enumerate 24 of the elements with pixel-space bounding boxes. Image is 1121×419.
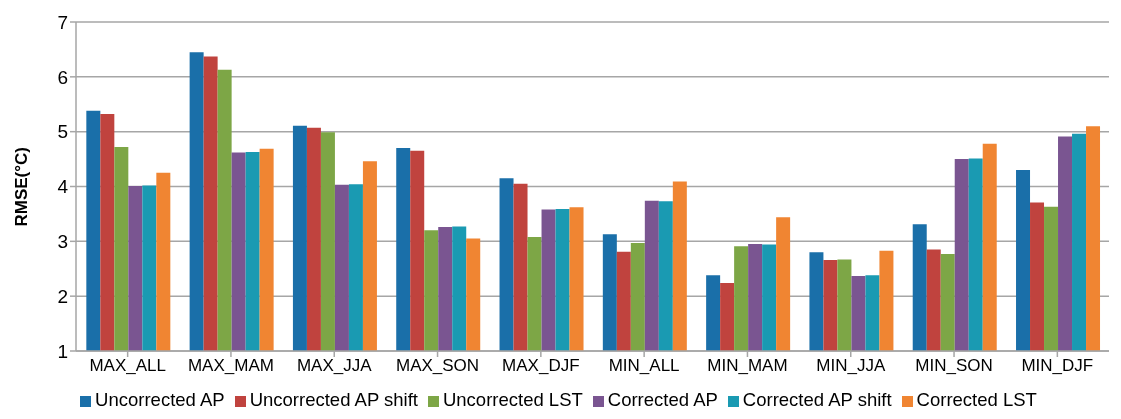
y-tick-label: 4: [57, 176, 69, 198]
y-tick-label: 3: [57, 231, 68, 253]
legend-label: Corrected AP shift: [742, 389, 892, 410]
legend-label: Uncorrected LST: [442, 389, 583, 410]
x-tick-label: MIN_ALL: [608, 356, 680, 376]
y-tick-label: 6: [57, 66, 68, 88]
y-tick-label: 2: [57, 285, 68, 307]
y-tick-label: 7: [57, 11, 68, 33]
legend-label: Uncorrected AP shift: [249, 389, 418, 410]
x-tick-label: MIN_MAM: [707, 356, 788, 376]
x-tick-label: MIN_JJA: [816, 356, 886, 376]
y-tick-label: 5: [57, 121, 68, 143]
y-tick-label: 1: [57, 340, 68, 362]
x-tick-label: MAX_DJF: [502, 356, 580, 376]
x-tick-label: MIN_DJF: [1021, 356, 1094, 376]
legend-label: Corrected AP: [607, 389, 718, 410]
legend-label: Corrected LST: [916, 389, 1037, 410]
y-axis-title: RMSE(°C): [12, 146, 32, 227]
legend-label: Uncorrected AP: [95, 389, 225, 410]
x-tick-label: MAX_JJA: [296, 356, 373, 376]
x-tick-label: MAX_MAM: [187, 356, 274, 376]
x-tick-label: MAX_ALL: [89, 356, 166, 376]
x-tick-label: MIN_SON: [915, 356, 993, 376]
x-tick-label: MAX_SON: [395, 356, 480, 376]
